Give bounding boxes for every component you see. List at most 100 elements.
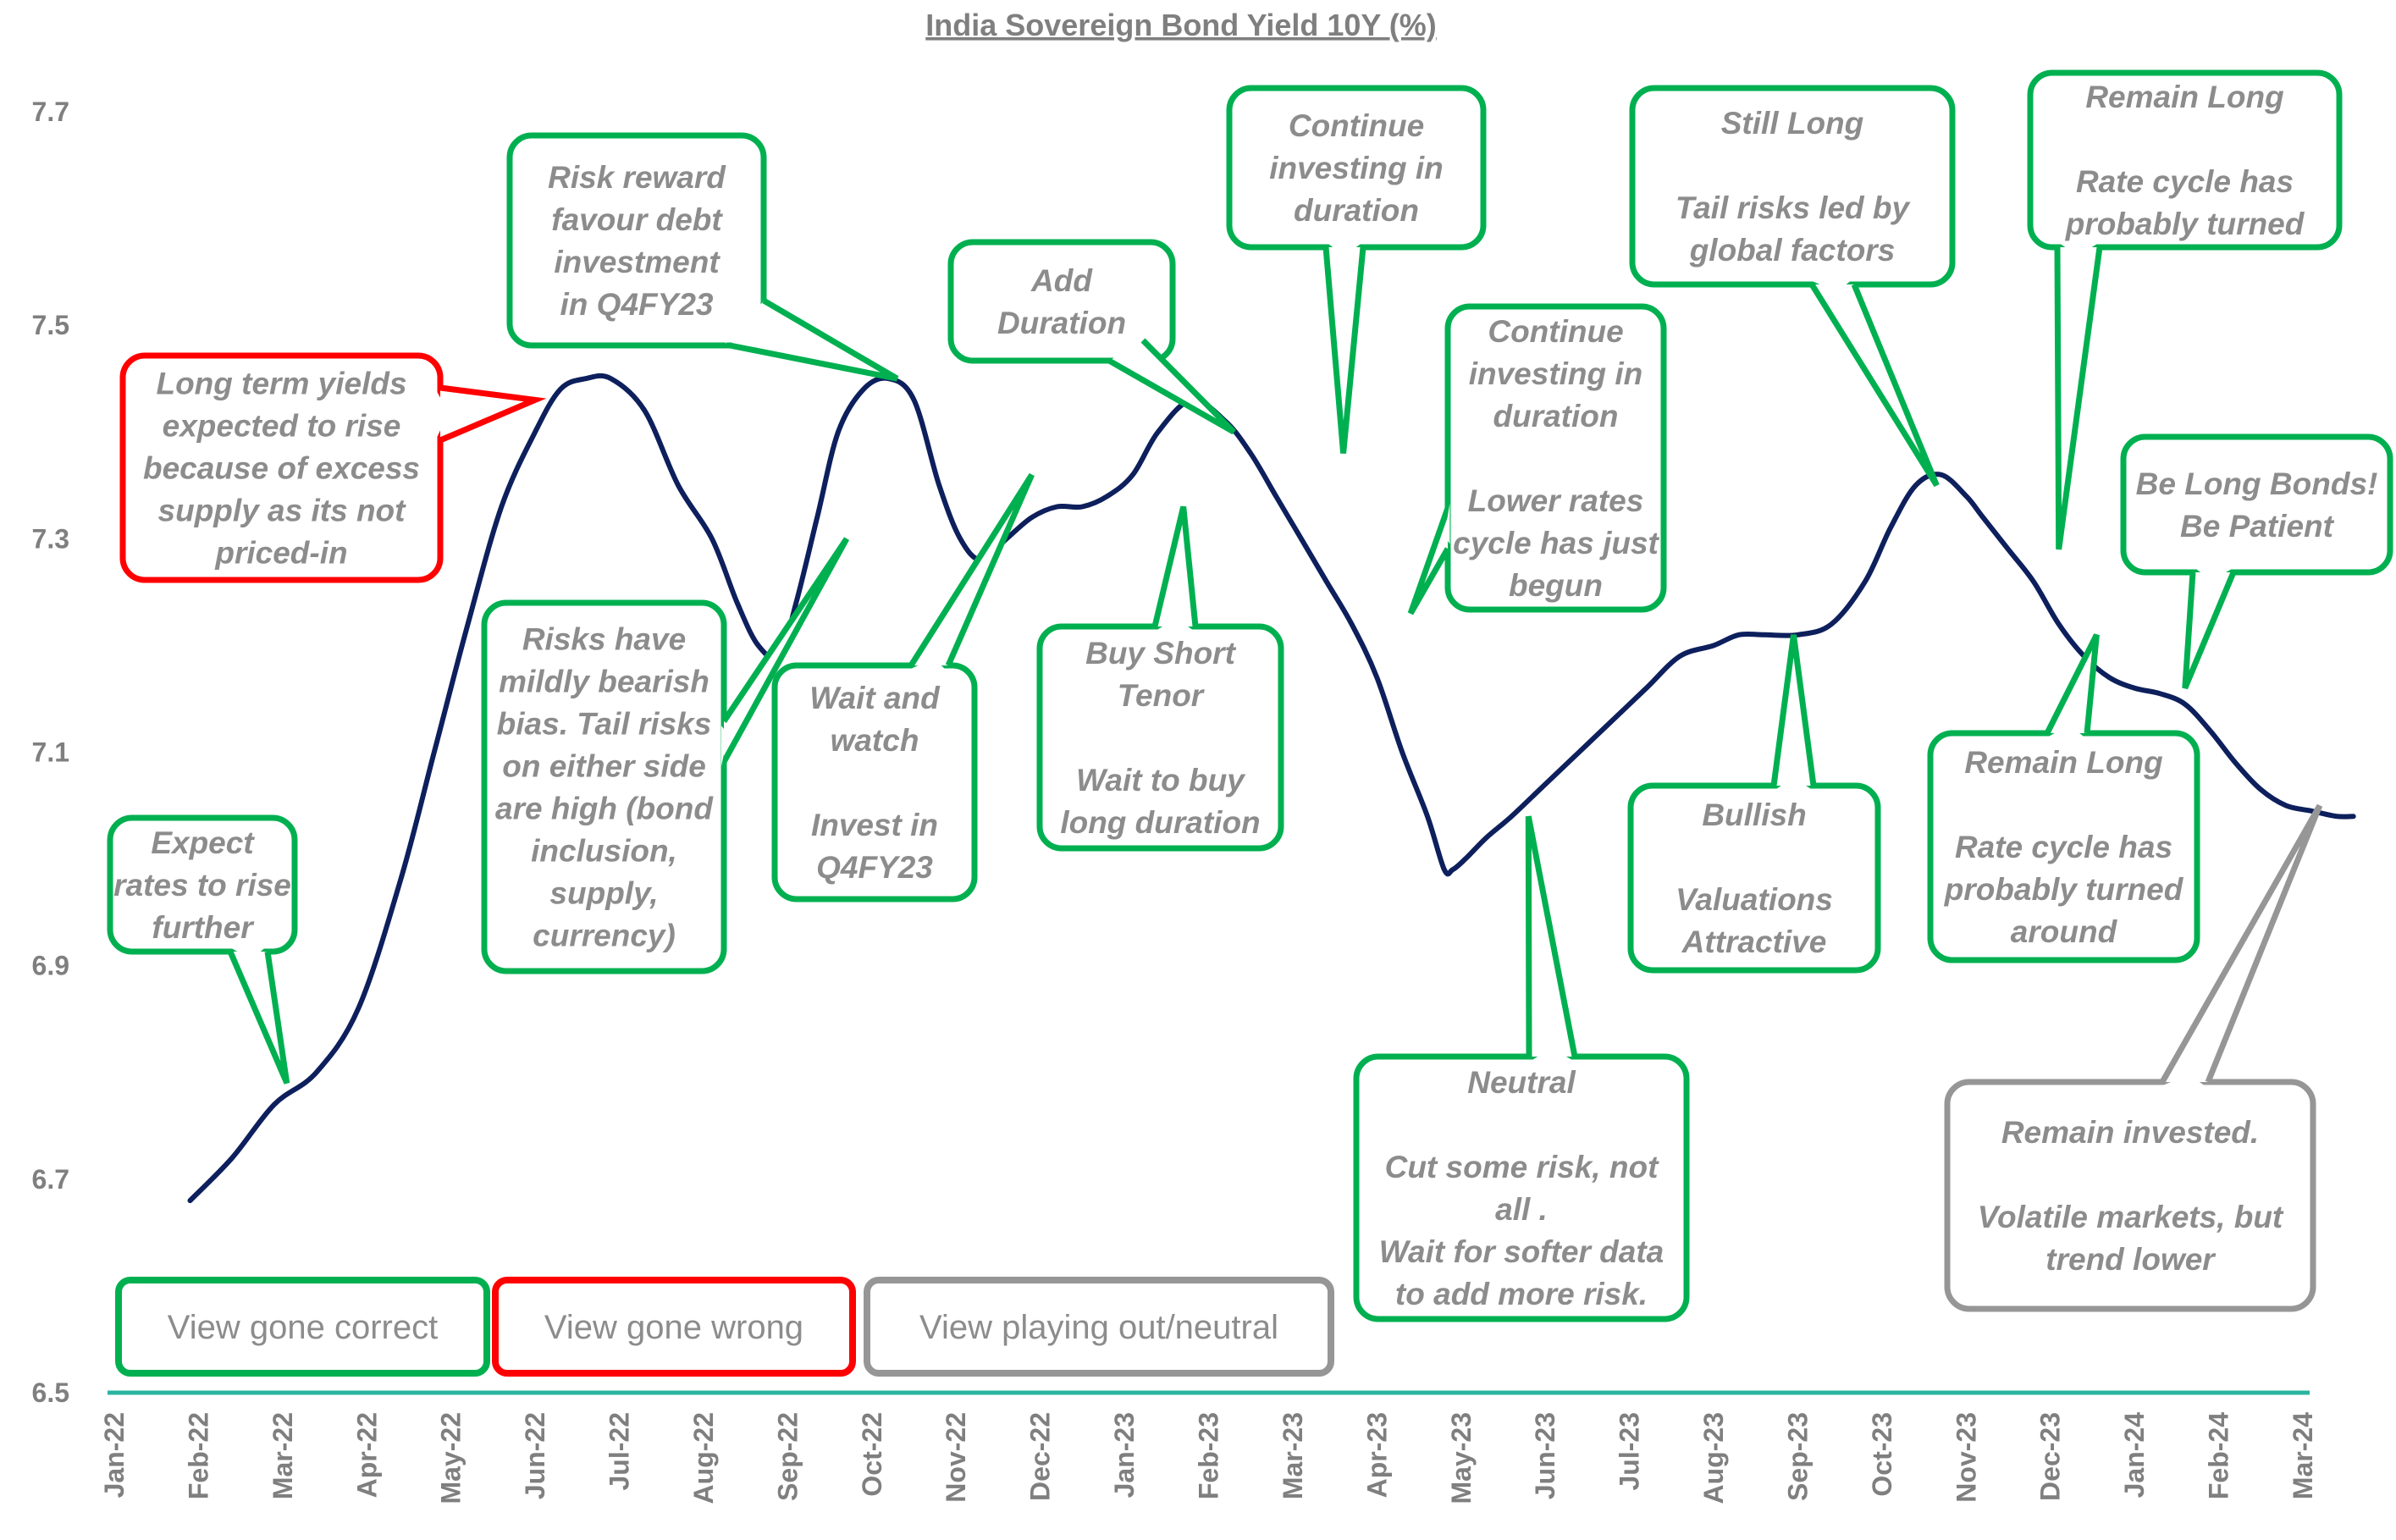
x-tick-label: Dec-23: [2035, 1412, 2066, 1501]
x-tick-label: Feb-24: [2204, 1412, 2234, 1499]
yield-series-line: [187, 373, 2356, 1204]
callout-text-line: global factors: [1689, 233, 1896, 268]
annotation-callout-a3: Risk reward favour debt investment in Q4FY2…: [506, 132, 899, 382]
callout-box: [107, 814, 298, 955]
annotation-callout-a12: Still Long Tail risks led by global factor…: [1629, 85, 1956, 488]
callout-text-line: around: [2011, 914, 2118, 949]
callout-text-line: Be Long Bonds!: [2136, 466, 2378, 501]
callout-text-line: Continue: [1488, 314, 1623, 349]
x-tick-label: Aug-23: [1698, 1412, 1729, 1504]
callout-text-line: long duration: [1060, 805, 1260, 840]
callout-text-line: Bullish: [1702, 798, 1806, 832]
callout-text-line: favour debt: [551, 202, 723, 237]
callout-box: [481, 599, 727, 974]
callout-box: [771, 662, 978, 902]
callout-text-line: inclusion,: [531, 834, 677, 869]
callout-pointer: [908, 472, 1035, 667]
legend-label: View gone correct: [168, 1309, 438, 1346]
x-tick-label: Jul-23: [1615, 1412, 1645, 1490]
callout-text-line: investing in: [1469, 356, 1643, 391]
callout-text-line: Neutral: [1467, 1065, 1576, 1100]
callout-pointer: [439, 384, 547, 444]
x-tick-label: Jun-22: [520, 1412, 550, 1499]
y-axis-ticks: 6.5 6.7 6.9 7.1 7.3 7.5 7.7: [32, 97, 69, 1408]
callout-text-line: Expect: [151, 825, 255, 860]
callout-box: [1629, 85, 1956, 288]
callout-text-line: duration: [1294, 193, 1419, 228]
annotation-callout-a4: Risks have mildly bearish bias. Tail risks…: [481, 537, 850, 974]
callout-box: [2120, 433, 2393, 576]
x-tick-label: Sep-23: [1782, 1412, 1813, 1501]
callout-box: [2027, 69, 2343, 251]
callout-text-line: to add more risk.: [1395, 1277, 1648, 1311]
x-tick-label: Mar-24: [2288, 1412, 2318, 1499]
callout-text-line: Attractive: [1681, 925, 1827, 959]
annotations: Expect rates to rise further Long term yiel…: [107, 69, 2393, 1322]
legend-box: [864, 1277, 1334, 1377]
annotation-callout-a13: Remain Long Rate cycle has probably turned: [2027, 69, 2343, 550]
x-tick-label: Apr-23: [1361, 1412, 1392, 1498]
annotation-callout-a6: Add Duration: [947, 239, 1236, 435]
x-tick-label: Jan-23: [1109, 1412, 1140, 1498]
annotation-callout-a14: Remain Long Rate cycle has probably turned…: [1927, 633, 2200, 963]
annotation-callout-a9: Continue investing in duration Lower rates c…: [1407, 303, 1667, 615]
callout-text-line: Duration: [997, 306, 1126, 340]
callout-box: [1353, 1053, 1690, 1322]
callout-box: [1944, 1079, 2316, 1312]
callout-text-line: investing in: [1269, 151, 1444, 185]
chart-title: India Sovereign Bond Yield 10Y (%): [925, 8, 1436, 42]
x-tick-label: Sep-22: [772, 1412, 803, 1501]
callout-text-line: Cut some risk, not: [1385, 1150, 1659, 1184]
callout-text-line: supply as its not: [158, 494, 407, 528]
callout-text-line: Wait for softer data: [1379, 1234, 1664, 1269]
y-tick-label: 6.9: [32, 951, 69, 981]
y-tick-label: 6.5: [32, 1377, 69, 1408]
callout-text-line: Rate cycle has: [2076, 164, 2294, 199]
callout-pointer: [720, 537, 850, 764]
callout-text-line: cycle has just: [1453, 526, 1659, 560]
x-tick-label: Mar-22: [268, 1412, 298, 1499]
x-tick-label: Feb-22: [183, 1412, 213, 1499]
legend-item-correct: View gone correct: [115, 1277, 490, 1377]
callout-text-line: Add: [1030, 263, 1093, 298]
legend-item-neutral: View playing out/neutral: [864, 1277, 1334, 1377]
callout-box: [1444, 303, 1667, 613]
callout-text-line: Buy Short: [1085, 636, 1236, 671]
callout-text-line: trend lower: [2045, 1242, 2217, 1277]
callout-pointer: [1809, 283, 1940, 488]
callout-text-line: Risk reward: [548, 160, 726, 195]
annotation-callout-a10: Neutral Cut some risk, not all . Wait for s…: [1353, 815, 1690, 1322]
callout-box: [119, 352, 444, 583]
callout-text-line: Tenor: [1118, 678, 1206, 713]
x-tick-label: Oct-23: [1867, 1412, 1897, 1497]
x-tick-label: Jul-22: [605, 1412, 635, 1490]
legend-box: [115, 1277, 490, 1377]
callout-text-line: Be Patient: [2180, 509, 2335, 544]
callout-box: [506, 132, 767, 349]
callout-pointer: [227, 950, 290, 1085]
annotation-callout-a8: Continue investing in duration: [1226, 85, 1487, 454]
callout-pointer: [1151, 505, 1199, 627]
callout-text-line: because of excess: [143, 451, 420, 486]
callout-pointer: [2054, 246, 2103, 550]
x-tick-label: Nov-23: [1951, 1412, 1981, 1503]
callout-text-line: in Q4FY23: [560, 287, 714, 322]
callout-pointer: [1322, 246, 1366, 454]
callout-text-line: investment: [554, 245, 720, 279]
callout-text-line: expected to rise: [163, 409, 401, 444]
callout-text-line: Invest in: [811, 808, 938, 842]
callout-text-line: Continue: [1289, 108, 1424, 143]
callout-pointer: [1107, 338, 1236, 435]
callout-pointer: [2159, 803, 2323, 1084]
callout-text-line: mildly bearish: [499, 665, 709, 699]
legend: View gone correct View gone wrong View pla…: [115, 1277, 1334, 1377]
legend-label: View playing out/neutral: [919, 1309, 1278, 1346]
callout-text-line: Wait to buy: [1076, 763, 1246, 798]
callout-text-line: Tail risks led by: [1676, 190, 1912, 225]
annotation-callout-a2: Long term yields expected to rise because …: [119, 352, 547, 583]
callout-pointer: [1407, 506, 1451, 615]
callout-text-line: rates to rise: [113, 868, 291, 902]
y-tick-label: 6.7: [32, 1164, 69, 1195]
callout-box: [947, 239, 1176, 364]
